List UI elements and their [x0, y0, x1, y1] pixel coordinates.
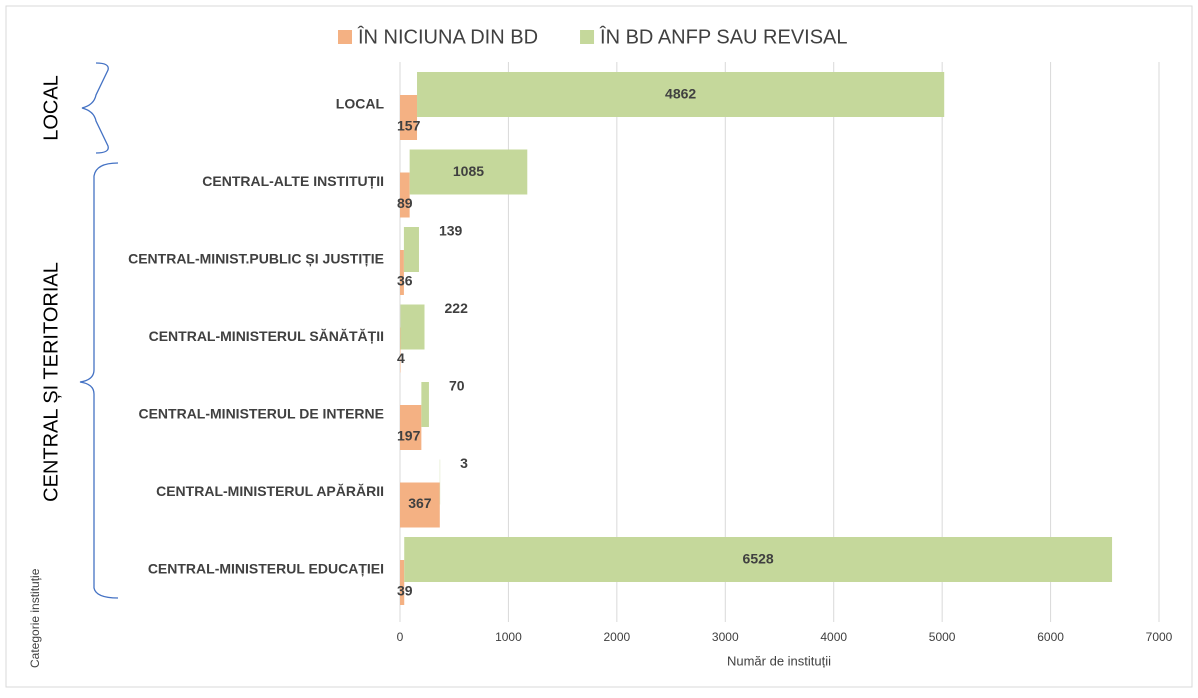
- data-label: 39: [397, 583, 413, 599]
- x-tick-label: 5000: [929, 630, 956, 644]
- y-axis-title: Categorie instituție: [28, 568, 42, 668]
- group-label: CENTRAL ȘI TERITORIAL: [40, 262, 62, 502]
- y-tick-label: CENTRAL-MINISTERUL SĂNĂTĂȚII: [149, 328, 384, 344]
- data-label: 139: [439, 223, 463, 239]
- data-label: 367: [408, 495, 432, 511]
- x-tick-label: 1000: [495, 630, 522, 644]
- data-label: 4862: [665, 86, 696, 102]
- data-label: 3: [460, 455, 468, 471]
- y-tick-label: LOCAL: [336, 96, 385, 112]
- x-tick-label: 6000: [1037, 630, 1064, 644]
- bar: [400, 305, 424, 350]
- data-label: 222: [445, 300, 469, 316]
- data-label: 70: [449, 378, 465, 394]
- data-label: 157: [397, 118, 421, 134]
- data-label: 197: [397, 428, 421, 444]
- y-tick-label: CENTRAL-MINIST.PUBLIC ȘI JUSTIȚIE: [128, 251, 384, 267]
- x-tick-label: 2000: [604, 630, 631, 644]
- legend-label: ÎN BD ANFP SAU REVISAL: [599, 25, 848, 48]
- bar: [404, 227, 419, 272]
- y-tick-label: CENTRAL-ALTE INSTITUȚII: [202, 173, 384, 189]
- y-tick-label: CENTRAL-MINISTERUL DE INTERNE: [138, 406, 384, 422]
- y-tick-label: CENTRAL-MINISTERUL APĂRĂRII: [156, 483, 384, 499]
- x-tick-label: 3000: [712, 630, 739, 644]
- group-label: LOCAL: [40, 75, 62, 141]
- data-label: 36: [397, 273, 413, 289]
- data-label: 89: [397, 195, 413, 211]
- bar: [421, 382, 429, 427]
- data-label: 1085: [453, 163, 484, 179]
- data-label: 4: [397, 350, 405, 366]
- legend-label: ÎN NICIUNA DIN BD: [357, 25, 538, 48]
- legend-swatch: [338, 30, 352, 44]
- x-axis-title: Număr de instituții: [727, 653, 831, 668]
- x-tick-label: 7000: [1146, 630, 1173, 644]
- x-tick-label: 4000: [820, 630, 847, 644]
- data-label: 6528: [743, 551, 774, 567]
- legend-swatch: [580, 30, 594, 44]
- y-tick-label: CENTRAL-MINISTERUL EDUCAȚIEI: [148, 561, 384, 577]
- x-tick-label: 0: [397, 630, 404, 644]
